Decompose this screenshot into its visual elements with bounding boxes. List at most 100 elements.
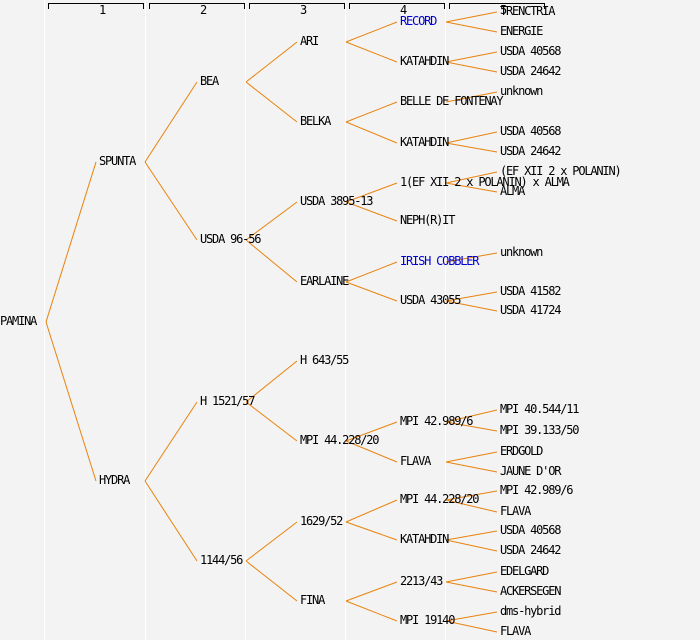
pedigree-line [445, 451, 498, 463]
pedigree-line [245, 81, 298, 123]
pedigree-line [445, 571, 498, 583]
node-energie: ENERGIE [500, 24, 543, 38]
node-dmshybrid: dms-hybrid [500, 604, 561, 618]
node-n221343: 2213/43 [400, 574, 443, 588]
pedigree-line [345, 421, 398, 442]
node-spunta: SPUNTA [99, 154, 136, 168]
pedigree-line [445, 142, 498, 153]
pedigree-line [445, 409, 498, 423]
node-edelgard: EDELGARD [500, 564, 549, 578]
node-h152157: H 1521/57 [200, 394, 255, 408]
node-jaunedor: JAUNE D'OR [500, 464, 561, 478]
node-alma: ALMA [500, 184, 525, 198]
pedigree-line [445, 461, 498, 473]
node-usda41582: USDA 41582 [500, 284, 561, 298]
pedigree-line [245, 521, 298, 562]
pedigree-line [45, 161, 97, 323]
generation-bracket [149, 3, 245, 9]
node-flavaG4: FLAVA [400, 454, 431, 468]
pedigree-line [445, 11, 498, 23]
pedigree-line [445, 611, 498, 622]
generation-bracket [449, 3, 545, 9]
node-usda9656: USDA 96-56 [200, 232, 261, 246]
pedigree-line [144, 480, 198, 562]
pedigree-line [345, 581, 398, 602]
node-flavaG5a: FLAVA [500, 504, 531, 518]
node-katahdinA: KATAHDIN [400, 54, 449, 68]
pedigree-line [245, 360, 298, 403]
generation-bracket [48, 3, 144, 9]
generation-label-4: 4 [399, 3, 407, 17]
pedigree-line [45, 321, 97, 482]
pedigree-line [345, 521, 398, 541]
node-efxiialma: 1(EF XII 2 x POLANIN) x ALMA [400, 175, 570, 189]
pedigree-line [445, 421, 498, 432]
pedigree-line [345, 101, 398, 123]
pedigree-line [345, 41, 398, 63]
node-erdgold: ERDGOLD [500, 444, 543, 458]
generation-label-1: 1 [98, 3, 106, 17]
pedigree-line [345, 182, 398, 203]
node-flavaG5b: FLAVA [500, 624, 531, 638]
node-ari: ARI [300, 34, 319, 48]
node-irishcobbler[interactable]: IRISH COBBLER [400, 254, 480, 268]
node-mpi429896g4: MPI 42.989/6 [400, 414, 474, 428]
node-mpi19140: MPI 19140 [400, 613, 455, 627]
node-record[interactable]: RECORD [400, 14, 437, 28]
node-earlaine: EARLAINE [300, 274, 349, 288]
pedigree-line [445, 530, 498, 541]
pedigree-line [345, 281, 398, 302]
pedigree-line [345, 440, 398, 463]
node-belledefontenay: BELLE DE FONTENAY [400, 94, 504, 108]
node-usda40568a: USDA 40568 [500, 44, 561, 58]
pedigree-line [345, 499, 398, 523]
node-mpi4422820g3: MPI 44.228/20 [300, 433, 380, 447]
pedigree-line [245, 560, 298, 602]
node-usda24642b: USDA 24642 [500, 144, 561, 158]
pedigree-line [445, 91, 498, 103]
pedigree-line [445, 171, 498, 184]
pedigree-line [445, 490, 498, 501]
node-mpi3913350: MPI 39.133/50 [500, 423, 580, 437]
node-bea: BEA [200, 74, 219, 88]
pedigree-line [445, 300, 498, 312]
pedigree-line [445, 539, 498, 552]
node-ackersegen: ACKERSEGEN [500, 584, 561, 598]
pedigree-line [445, 131, 498, 144]
node-usda40568b: USDA 40568 [500, 124, 561, 138]
pedigree-line [245, 201, 298, 241]
node-belka: BELKA [300, 114, 331, 128]
generation-label-3: 3 [299, 3, 307, 17]
node-pamina: PAMINA [0, 314, 37, 328]
node-usda389513: USDA 3895-13 [300, 194, 374, 208]
pedigree-line [345, 261, 398, 283]
pedigree-line [445, 499, 498, 513]
node-n114456: 1144/56 [200, 553, 243, 567]
pedigree-line [345, 201, 398, 222]
pedigree-line [445, 291, 498, 302]
node-katahdinB: KATAHDIN [400, 135, 449, 149]
node-usda43055: USDA 43055 [400, 293, 461, 307]
pedigree-line [144, 401, 198, 482]
node-unknownB: unknown [500, 245, 543, 259]
node-n162952: 1629/52 [300, 514, 343, 528]
pedigree-line [144, 81, 198, 163]
pedigree-line [245, 401, 298, 442]
pedigree-line [345, 121, 398, 144]
node-h64355: H 643/55 [300, 353, 349, 367]
node-mpi4422820g4: MPI 44.228/20 [400, 492, 480, 506]
generation-label-2: 2 [199, 3, 207, 17]
pedigree-line [245, 239, 298, 283]
generation-bracket [349, 3, 445, 9]
pedigree-line [445, 51, 498, 63]
generation-bracket [249, 3, 345, 9]
node-efxii: (EF XII 2 x POLANIN) [500, 164, 622, 178]
pedigree-line [445, 21, 498, 33]
pedigree-line [345, 600, 398, 622]
node-trenctria: TRENCTRIA [500, 4, 555, 18]
node-fina: FINA [300, 593, 325, 607]
generation-label-5: 5 [499, 3, 507, 17]
node-mpi4054411: MPI 40.544/11 [500, 402, 580, 416]
